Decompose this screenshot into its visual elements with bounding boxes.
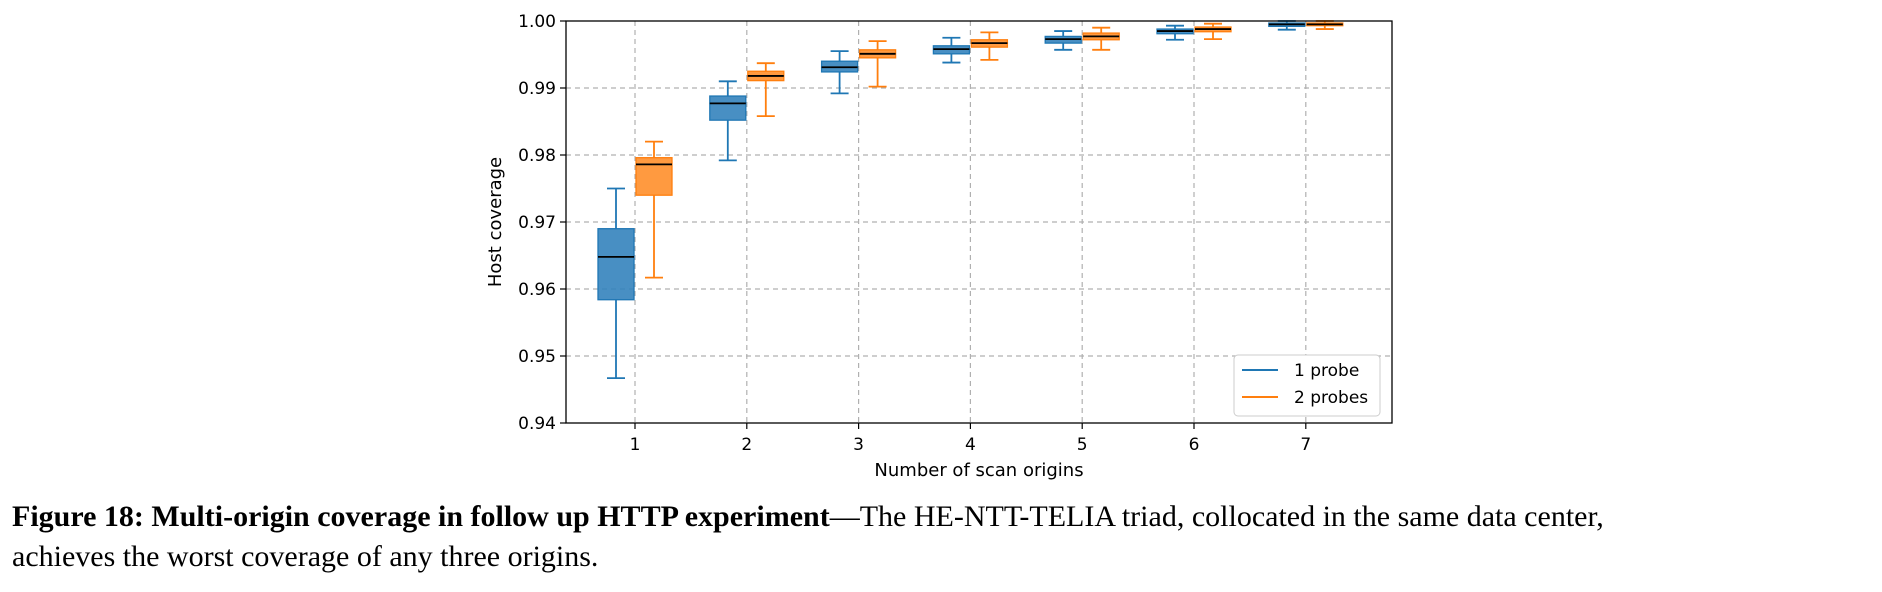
caption-dash: — — [829, 500, 860, 533]
x-tick-label: 2 — [741, 435, 752, 455]
y-tick-label: 0.96 — [518, 280, 556, 300]
caption-text-line2: achieves the worst coverage of any three… — [12, 540, 599, 573]
box-1-probe-1 — [597, 187, 635, 380]
x-axis-label: Number of scan origins — [874, 460, 1083, 481]
x-tick-label: 7 — [1300, 435, 1311, 455]
y-tick-label: 0.98 — [518, 146, 556, 166]
box-plot-chart: 0.94 0.95 0.96 0.97 0.98 0.99 1.00 1 2 3 4 5 6 7 Num… — [485, 12, 1393, 481]
iqr-box — [709, 95, 747, 121]
x-tick-label: 3 — [853, 435, 864, 455]
box-2-probes-2 — [747, 62, 785, 118]
x-tick-label: 5 — [1077, 435, 1088, 455]
box-2-probes-1 — [635, 140, 673, 279]
box-2-probes-6 — [1194, 22, 1232, 40]
box-1-probe-5 — [1044, 30, 1082, 51]
box-1-probe-4 — [932, 36, 971, 64]
box-1-probe-3 — [820, 50, 859, 95]
y-axis-label: Host coverage — [485, 157, 506, 287]
caption-lead: Figure 18: Multi-origin coverage in foll… — [12, 500, 830, 533]
x-tick-label: 6 — [1189, 435, 1200, 455]
y-tick-label: 0.94 — [518, 414, 556, 434]
y-tick-label: 1.00 — [518, 12, 556, 32]
y-tick-label: 0.97 — [518, 213, 556, 233]
x-axis-ticks: 1 2 3 4 5 6 7 — [630, 423, 1311, 455]
figure-caption: Figure 18: Multi-origin coverage in foll… — [12, 497, 1874, 577]
x-tick-label: 4 — [965, 435, 976, 455]
box-2-probes-4 — [970, 31, 1009, 61]
box-1-probe-6 — [1156, 24, 1194, 41]
box-plot-series — [597, 20, 1344, 380]
legend-label-1-probe: 1 probe — [1294, 361, 1359, 381]
box-2-probes-5 — [1082, 26, 1120, 51]
x-tick-label: 1 — [630, 435, 641, 455]
box-1-probe-7 — [1268, 20, 1306, 31]
caption-text-line1: The HE-NTT-TELIA triad, collocated in th… — [859, 500, 1604, 533]
legend: 1 probe 2 probes — [1233, 354, 1381, 417]
box-2-probes-3 — [858, 40, 897, 88]
box-2-probes-7 — [1306, 20, 1344, 30]
y-axis-ticks: 0.94 0.95 0.96 0.97 0.98 0.99 1.00 — [518, 12, 566, 434]
y-tick-label: 0.95 — [518, 347, 556, 367]
iqr-box — [635, 157, 673, 196]
box-1-probe-2 — [709, 80, 747, 162]
legend-label-2-probes: 2 probes — [1294, 388, 1368, 408]
y-tick-label: 0.99 — [518, 79, 556, 99]
iqr-box — [597, 228, 635, 301]
